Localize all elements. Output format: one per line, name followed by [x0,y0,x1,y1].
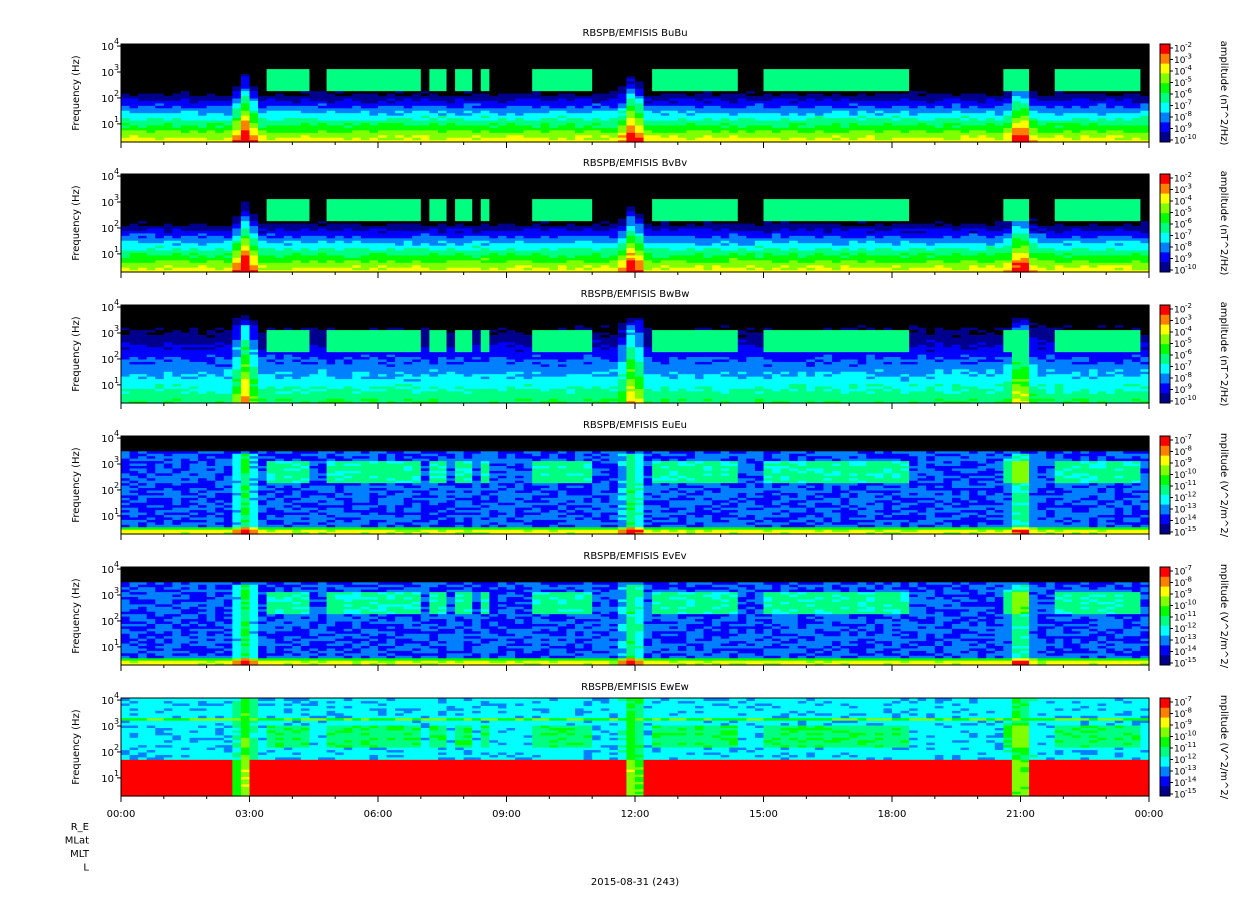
panel-title: RBSPB/EMFISIS BuBu [582,28,687,39]
spectrogram-image [121,174,1150,273]
colorbar-tick-label: 10 [1174,68,1186,78]
colorbar-tick-label: 10 [1174,56,1186,66]
y-tick-exponent: 4 [114,37,119,46]
colorbar-tick-exponent: -3 [1185,53,1192,61]
y-axis-label: Frequency (Hz) [71,55,82,131]
y-tick-label: 10 [101,42,114,53]
y-tick-exponent: 1 [114,115,119,124]
colorbar-label: amplitude (nT^2/Hz) [1218,41,1229,146]
colorbar-tick-label: 10 [1174,137,1186,147]
colorbar-tick-label: 10 [1174,91,1186,101]
colorbar-tick-label: 10 [1174,102,1186,112]
colorbar-tick-exponent: -7 [1185,99,1192,107]
colorbar-tick-label: 10 [1174,45,1186,55]
colorbar-tick-exponent: -2 [1185,41,1192,49]
colorbar-tick-exponent: -6 [1185,87,1193,95]
colorbar: 10-210-310-410-510-610-710-810-910-10 amp… [1160,41,1229,147]
colorbar-tick-exponent: -8 [1185,110,1192,118]
y-tick-label: 10 [101,68,114,79]
colorbar-tick-exponent: -5 [1185,76,1192,84]
colorbar-tick-exponent: -9 [1185,122,1192,130]
colorbar-tick-label: 10 [1174,79,1186,89]
panel-1: RBSPB/EMFISIS BuBu101102103104Frequency … [71,28,1229,148]
panel-title: RBSPB/EMFISIS BvBv [583,158,687,169]
y-tick-exponent: 3 [114,63,119,72]
y-tick-label: 10 [101,120,114,131]
y-tick-label: 10 [101,94,114,105]
panel-2: RBSPB/EMFISIS BvBv101102103104Frequency … [71,158,1229,278]
colorbar-tick-label: 10 [1174,125,1186,135]
spectrogram-image [121,44,1150,143]
y-tick-exponent: 2 [114,89,119,98]
colorbar-tick-exponent: -10 [1185,133,1196,141]
colorbar-tick-label: 10 [1174,114,1186,124]
colorbar-tick-exponent: -4 [1185,64,1193,72]
